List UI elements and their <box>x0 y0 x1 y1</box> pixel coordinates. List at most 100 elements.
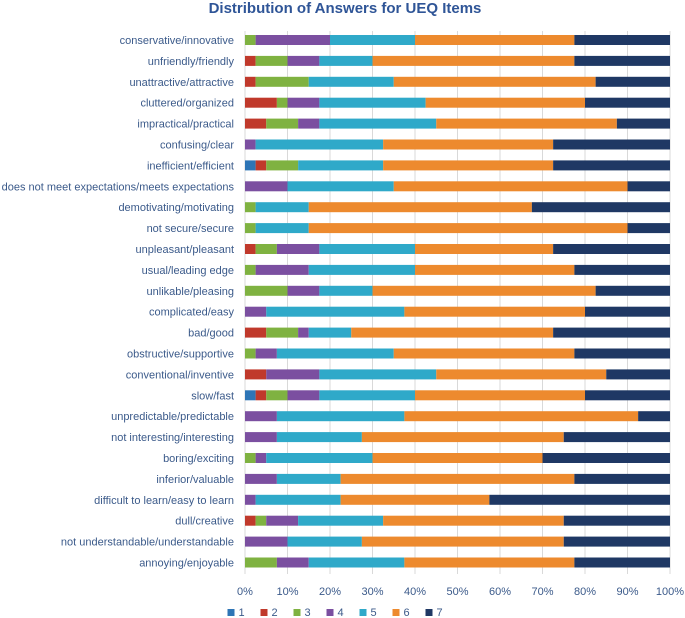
bar-segment-4 <box>245 306 267 317</box>
bar-segment-7 <box>627 181 670 192</box>
legend-item: 2 <box>260 607 278 618</box>
legend: 1 2 3 4 5 6 7 <box>227 607 443 618</box>
category-label: does not meet expectations/meets expecta… <box>2 181 235 193</box>
category-label: confusing/clear <box>160 140 234 152</box>
category-label: usual/leading edge <box>142 265 234 277</box>
bar-segment-6 <box>415 390 585 401</box>
bar-segment-4 <box>287 285 320 296</box>
bar-segment-7 <box>553 139 670 150</box>
legend-swatch <box>227 609 235 616</box>
bar-segment-7 <box>489 494 670 505</box>
bar-segment-6 <box>340 494 490 505</box>
bar-segment-6 <box>415 264 575 275</box>
bar-segment-4 <box>276 557 309 568</box>
bar-segment-6 <box>415 244 554 254</box>
bar-row <box>245 306 670 317</box>
bar-segment-2 <box>255 160 267 171</box>
bar-row <box>245 557 670 568</box>
legend-label: 1 <box>239 607 245 618</box>
bar-segment-5 <box>308 264 415 275</box>
bar-segment-4 <box>298 327 309 338</box>
x-tick-label: 30% <box>361 586 383 598</box>
bar-row <box>245 244 670 254</box>
x-tick-label: 10% <box>276 586 298 598</box>
bar-segment-3 <box>245 223 256 234</box>
legend-item: 1 <box>227 607 245 618</box>
legend-label: 4 <box>338 607 344 618</box>
bar-segment-4 <box>245 494 256 505</box>
bar-segment-5 <box>319 390 415 401</box>
bar-segment-4 <box>287 390 320 401</box>
bar-segment-6 <box>415 35 575 45</box>
legend-swatch <box>260 609 268 616</box>
legend-label: 3 <box>305 607 311 618</box>
bar-segment-4 <box>266 515 299 526</box>
bar-segment-4 <box>255 453 267 463</box>
bar-segment-7 <box>606 369 670 380</box>
category-label: slow/fast <box>191 390 234 402</box>
category-label: not understandable/understandable <box>61 537 234 549</box>
bar-segment-1 <box>245 160 256 171</box>
bar-segment-3 <box>266 327 299 338</box>
bar-segment-3 <box>245 348 256 359</box>
bar-segment-4 <box>287 97 320 108</box>
bar-row <box>245 473 670 484</box>
category-label: inefficient/efficient <box>147 160 234 172</box>
bar-segment-6 <box>404 557 575 568</box>
category-label: conventional/inventive <box>126 369 234 381</box>
bar-row <box>245 453 670 463</box>
bar-segment-6 <box>351 327 554 338</box>
bar-segment-6 <box>436 118 617 129</box>
bar-segment-6 <box>340 473 575 484</box>
bar-segment-6 <box>393 181 628 192</box>
bar-segment-5 <box>330 35 415 45</box>
bar-row <box>245 55 670 66</box>
bar-segment-2 <box>245 97 277 108</box>
bar-segment-4 <box>245 432 277 443</box>
bar-segment-3 <box>245 202 256 213</box>
bar-segment-6 <box>372 55 575 66</box>
bar-segment-7 <box>563 432 670 443</box>
bar-segment-4 <box>255 348 277 359</box>
bar-row <box>245 97 670 108</box>
bar-segment-5 <box>319 369 437 380</box>
category-label: unpleasant/pleasant <box>136 244 234 256</box>
bar-segment-5 <box>287 536 362 547</box>
category-label: bad/good <box>188 328 234 340</box>
bar-segment-5 <box>276 432 362 443</box>
bar-segment-7 <box>595 76 670 87</box>
bar-segment-7 <box>574 473 670 484</box>
bar-segment-4 <box>287 55 320 66</box>
bar-segment-2 <box>245 244 256 254</box>
bar-segment-5 <box>308 76 394 87</box>
x-tick-label: 20% <box>319 586 341 598</box>
bar-segment-6 <box>404 411 639 422</box>
bar-segment-7 <box>542 453 670 463</box>
bar-segment-7 <box>595 285 670 296</box>
x-tick-label: 40% <box>404 586 426 598</box>
legend-item: 7 <box>425 607 443 618</box>
bar-segment-6 <box>383 160 554 171</box>
gridlines <box>244 31 671 574</box>
bar-segment-5 <box>298 160 384 171</box>
bar-row <box>245 202 670 213</box>
legend-item: 6 <box>392 607 410 618</box>
category-label: cluttered/organized <box>140 98 234 110</box>
bar-segment-5 <box>308 557 405 568</box>
category-label: conservative/innovative <box>120 35 234 47</box>
bar-segment-7 <box>585 390 670 401</box>
legend-label: 6 <box>404 607 410 618</box>
category-label: annoying/enjoyable <box>139 558 234 570</box>
category-label: unlikable/pleasing <box>147 286 234 298</box>
bar-segment-5 <box>287 181 394 192</box>
bar-segment-7 <box>574 348 670 359</box>
bar-segment-3 <box>255 515 267 526</box>
category-label: unpredictable/predictable <box>111 411 234 423</box>
bar-segment-7 <box>531 202 670 213</box>
bar-segment-4 <box>276 244 320 254</box>
legend-swatch <box>425 609 433 616</box>
bar-segment-4 <box>245 411 277 422</box>
bar-segment-5 <box>308 327 352 338</box>
bar-segment-5 <box>276 348 394 359</box>
bar-segment-7 <box>616 118 670 129</box>
